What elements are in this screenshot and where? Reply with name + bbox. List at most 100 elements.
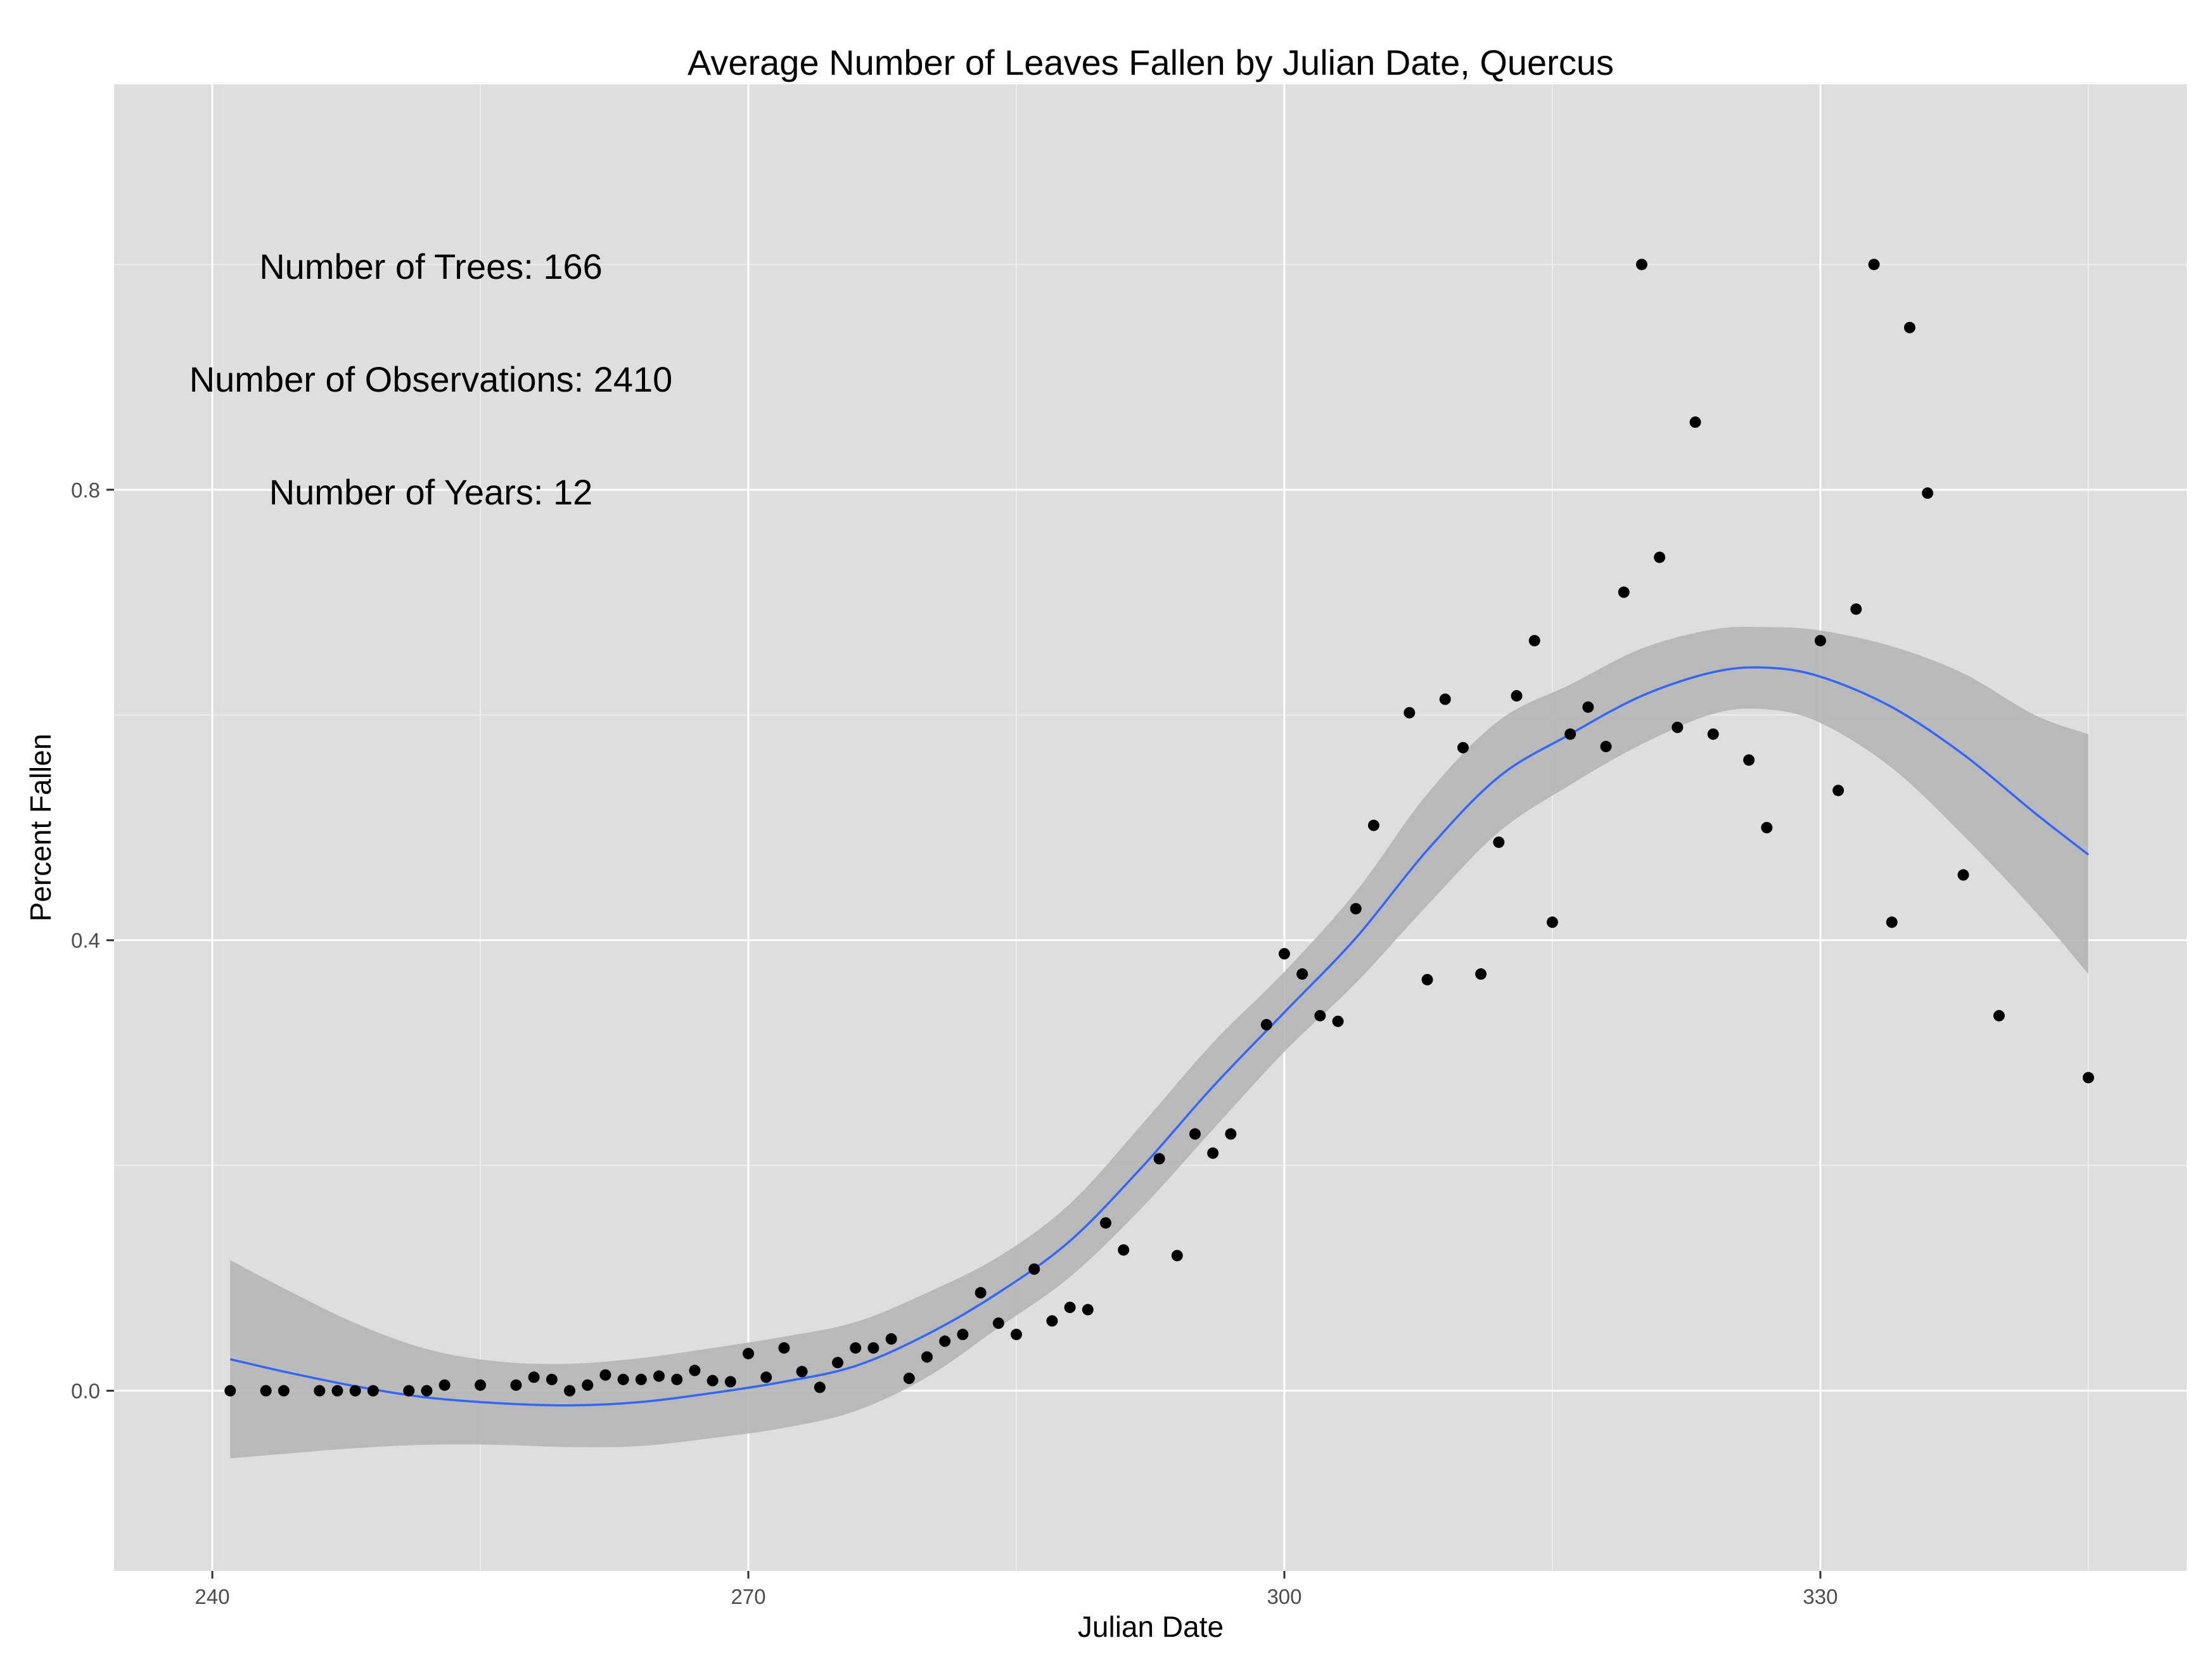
confidence-ribbon [230, 627, 2088, 1459]
annotation-observations: Number of Observations: 2410 [189, 359, 673, 399]
data-point [367, 1385, 379, 1397]
data-point [635, 1373, 647, 1385]
data-point [546, 1373, 558, 1385]
data-point [1314, 1009, 1326, 1022]
data-point [1868, 259, 1880, 271]
data-point [1171, 1250, 1183, 1262]
data-point [1564, 728, 1576, 740]
plot-panel [114, 84, 2187, 1571]
data-point [1689, 416, 1701, 428]
data-point [510, 1379, 522, 1391]
data-point [1832, 785, 1844, 797]
data-point [1957, 869, 1969, 881]
data-point [438, 1379, 451, 1391]
data-point [224, 1385, 236, 1397]
y-tick-label: 0.4 [71, 929, 100, 952]
data-point [2082, 1072, 2094, 1084]
data-point [314, 1385, 326, 1397]
data-point [1922, 487, 1934, 499]
data-point [582, 1379, 594, 1391]
data-point [1100, 1217, 1112, 1229]
data-point [1028, 1263, 1040, 1275]
annotation-trees: Number of Trees: 166 [259, 247, 603, 286]
data-point [653, 1370, 665, 1382]
data-point [1672, 721, 1684, 733]
y-axis-ticks: 0.0 0.4 0.8 [71, 478, 114, 1403]
data-point [689, 1364, 701, 1376]
data-point [528, 1371, 540, 1383]
data-point [1475, 968, 1487, 980]
data-point [1296, 968, 1308, 980]
data-point [975, 1287, 987, 1299]
data-point [1528, 634, 1540, 646]
data-point [331, 1385, 343, 1397]
data-point [814, 1381, 826, 1394]
data-point [1707, 728, 1719, 740]
data-point [760, 1371, 772, 1383]
data-point [1903, 321, 1915, 333]
data-point [1600, 741, 1612, 753]
data-point [1403, 707, 1416, 719]
data-point [939, 1335, 951, 1347]
data-point [1367, 819, 1379, 831]
data-point [1635, 259, 1647, 271]
data-point [1618, 586, 1630, 598]
data-point [885, 1333, 897, 1345]
y-tick-label: 0.8 [71, 478, 100, 502]
data-point [1082, 1304, 1094, 1316]
data-point [1207, 1147, 1219, 1159]
data-points [224, 259, 2094, 1397]
x-tick-label: 270 [731, 1585, 766, 1608]
x-axis-ticks: 240 270 300 330 [195, 1571, 1838, 1608]
data-point [1546, 916, 1558, 928]
data-point [1225, 1128, 1237, 1140]
data-point [1743, 754, 1755, 766]
data-point [599, 1369, 611, 1381]
data-point [1850, 603, 1862, 615]
data-point [1046, 1315, 1058, 1327]
data-point [1260, 1019, 1272, 1031]
data-point [1064, 1302, 1076, 1314]
data-point [778, 1342, 790, 1354]
data-point [706, 1374, 719, 1387]
data-point [421, 1385, 433, 1397]
x-tick-label: 240 [195, 1585, 230, 1608]
data-point [403, 1385, 415, 1397]
data-point [743, 1347, 755, 1359]
data-point [724, 1376, 736, 1388]
data-point [1332, 1015, 1344, 1027]
y-tick-label: 0.0 [71, 1380, 100, 1403]
data-point [921, 1351, 933, 1363]
data-point [796, 1366, 808, 1378]
data-point [1350, 902, 1362, 914]
data-point [671, 1373, 683, 1385]
smooth-line [229, 666, 2089, 1407]
data-point [1993, 1009, 2005, 1022]
data-point [1761, 822, 1773, 833]
data-point [475, 1379, 487, 1391]
data-point [850, 1342, 862, 1354]
data-point [1278, 948, 1290, 960]
data-point [957, 1328, 969, 1340]
data-point [1153, 1153, 1165, 1165]
data-point [1582, 701, 1594, 713]
y-axis-label: Percent Fallen [24, 734, 57, 922]
chart-title: Average Number of Leaves Fallen by Julia… [687, 42, 1614, 82]
annotation-years: Number of Years: 12 [269, 472, 593, 512]
data-point [1011, 1328, 1023, 1340]
data-point [992, 1317, 1004, 1329]
data-point [617, 1373, 629, 1385]
data-point [349, 1385, 361, 1397]
data-point [832, 1357, 844, 1369]
data-point [260, 1385, 272, 1397]
data-point [278, 1385, 290, 1397]
data-point [1421, 973, 1433, 985]
data-point [564, 1385, 576, 1397]
data-point [903, 1373, 915, 1385]
data-point [1189, 1128, 1201, 1140]
x-tick-label: 330 [1803, 1585, 1838, 1608]
data-point [1457, 741, 1469, 753]
data-point [1886, 916, 1898, 928]
data-point [1493, 836, 1505, 849]
